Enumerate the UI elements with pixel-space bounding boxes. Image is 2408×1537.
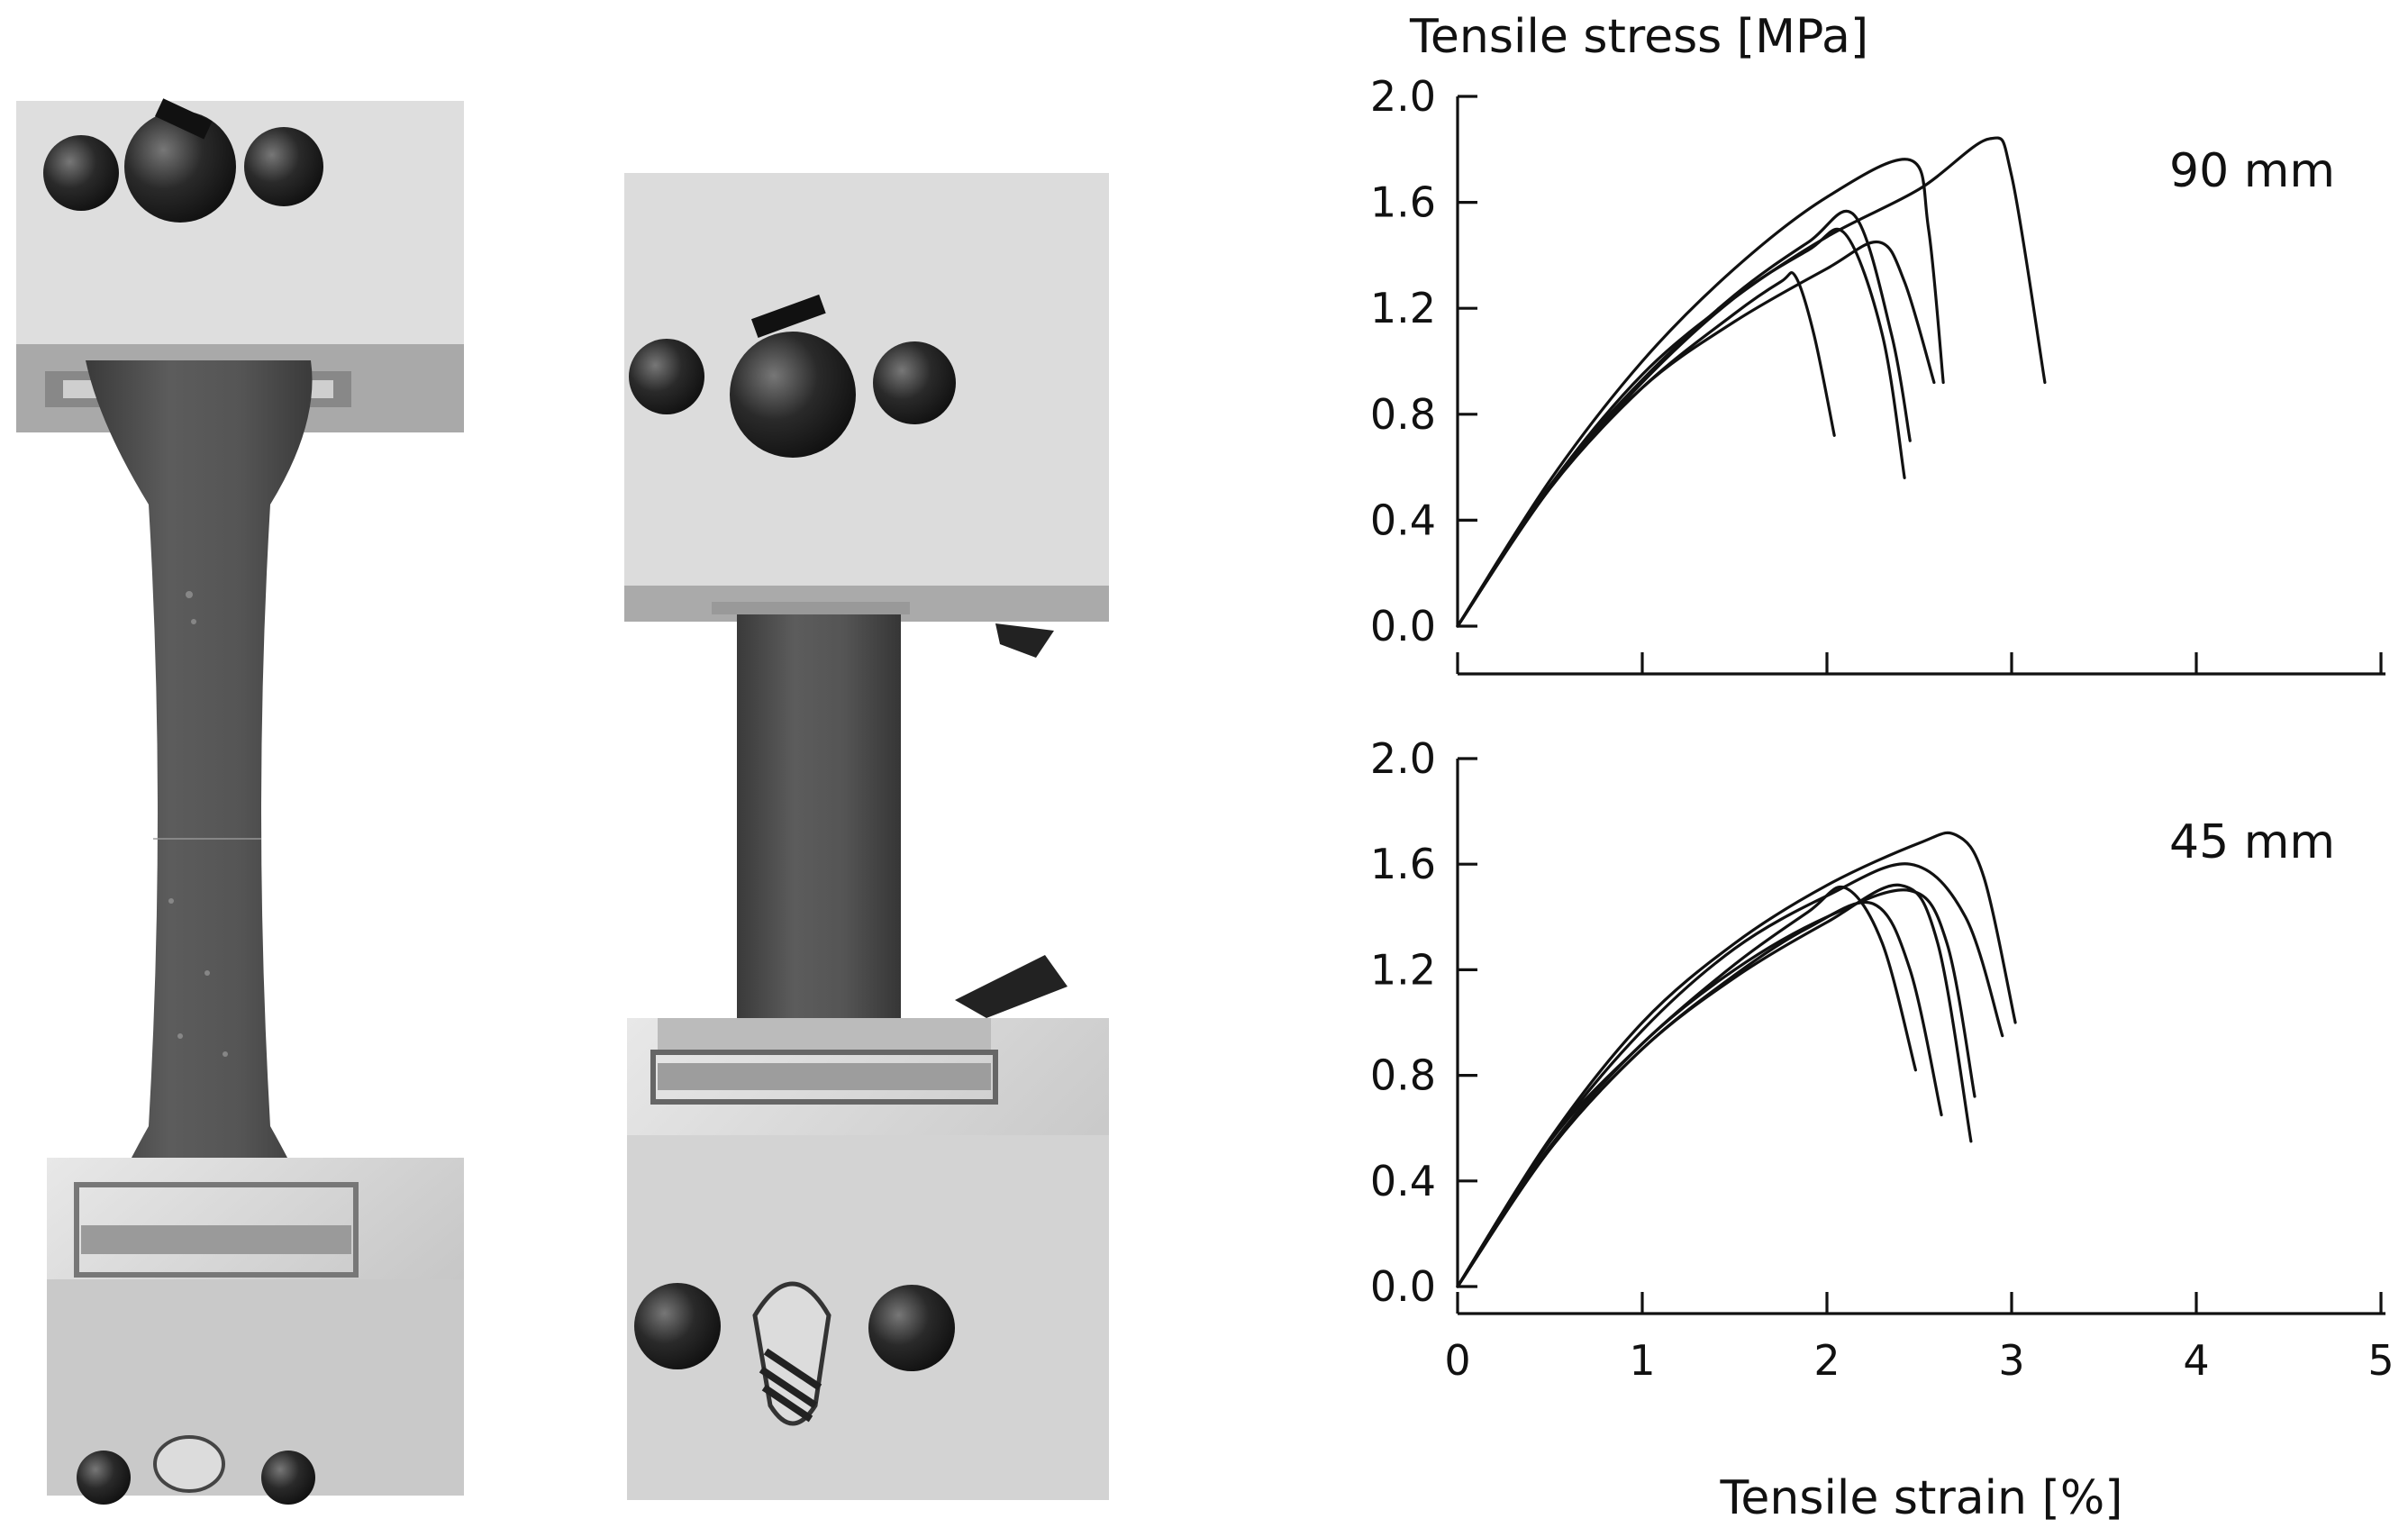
y-tick-label: 0.0 (1370, 602, 1436, 650)
panel-45mm: 0.0 0.4 0.8 1.2 1.6 2.0 0 1 2 3 4 5 45 mm Tensile … (1370, 734, 2394, 1525)
bolt-icon (868, 1285, 955, 1371)
y-tick-label: 0.4 (1370, 496, 1436, 544)
y-tick-label: 1.6 (1370, 178, 1436, 227)
x-tick-label: 4 (2183, 1336, 2209, 1385)
series-line-2 (1456, 227, 1906, 628)
panel-90mm: Tensile stress [MPa] 0.00.40.81.21.62.0 … (1370, 10, 2385, 676)
straight-specimen (737, 604, 901, 1054)
bolt-icon (124, 111, 236, 223)
series-line-3 (1456, 209, 1912, 628)
series-line-4 (1456, 888, 1976, 1288)
y-tick-label: 2.0 (1370, 72, 1436, 121)
y-tick-label: 0.8 (1370, 390, 1436, 439)
x-axis-title: Tensile strain [%] (1719, 1471, 2122, 1525)
y-axis-title: Tensile stress [MPa] (1409, 10, 1868, 64)
bolt-icon (261, 1451, 315, 1505)
x-tick-label: 2 (1813, 1336, 1840, 1385)
bolt-icon (730, 332, 856, 458)
photo-specimen-45mm (624, 173, 1109, 1500)
bolt-icon (244, 127, 323, 206)
x-tick-label: 0 (1444, 1336, 1470, 1385)
series-line-2 (1456, 901, 1943, 1288)
y-tick-label: 1.6 (1370, 840, 1436, 888)
series-line-1 (1456, 885, 1917, 1288)
bolt-icon (873, 341, 956, 424)
series-line-1 (1456, 271, 1836, 628)
y-tick-label: 0.4 (1370, 1157, 1436, 1205)
bolt-icon (629, 339, 704, 414)
panel-annotation: 45 mm (2169, 815, 2335, 869)
photo-specimen-90mm (16, 98, 464, 1505)
x-tick-label: 3 (1998, 1336, 2024, 1385)
bolt-icon (43, 135, 119, 211)
bolt-icon (634, 1283, 721, 1369)
y-tick-label: 1.2 (1370, 945, 1436, 994)
series-line-6 (1456, 831, 2017, 1288)
dumbbell-specimen (86, 360, 324, 1243)
chart-area: Tensile stress [MPa] 0.0 0.4 0.8 1.2 1.6 2.0 … (1370, 10, 2394, 1525)
panel-annotation: 90 mm (2169, 144, 2335, 198)
x-tick-label: 5 (2367, 1336, 2394, 1385)
y-tick-label: 0.8 (1370, 1051, 1436, 1100)
series-line-3 (1456, 883, 1973, 1288)
series-line-4 (1456, 240, 1936, 628)
series-line-6 (1456, 136, 2047, 628)
y-tick-label: 2.0 (1370, 734, 1436, 783)
x-tick-label: 1 (1629, 1336, 1655, 1385)
bolt-icon (77, 1451, 131, 1505)
y-tick-label: 0.0 (1370, 1262, 1436, 1311)
series-line-5 (1456, 862, 2004, 1288)
series-line-5 (1456, 158, 1945, 628)
y-tick-label: 1.2 (1370, 284, 1436, 332)
